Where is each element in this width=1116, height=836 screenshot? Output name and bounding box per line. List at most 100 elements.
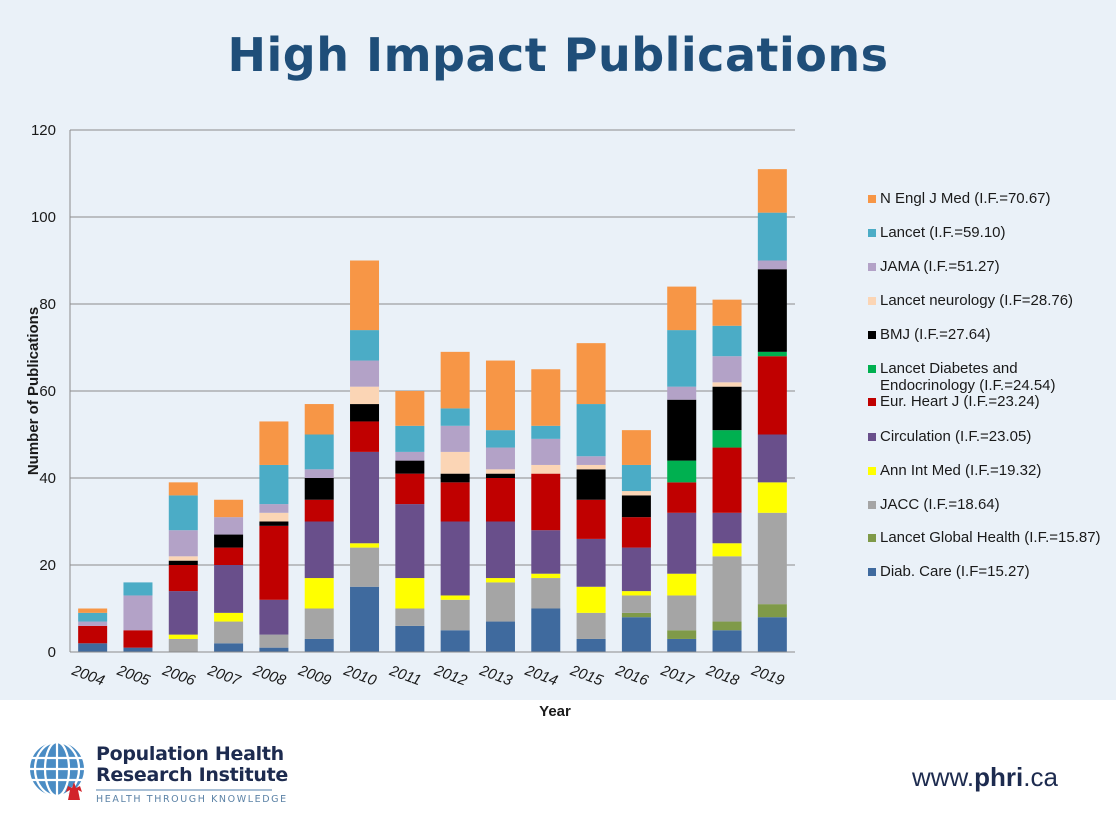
bar-segment	[168, 556, 198, 561]
bar-segment	[440, 630, 470, 652]
legend-item: Lancet neurology (I.F=28.76)	[868, 292, 1073, 309]
bar-segment	[621, 517, 651, 548]
bar-segment	[168, 495, 198, 531]
bar-segment	[576, 586, 606, 613]
legend-item: N Engl J Med (I.F.=70.67)	[868, 190, 1051, 207]
legend-label: Lancet (I.F.=59.10)	[880, 224, 1006, 241]
bar-segment	[531, 578, 561, 609]
bar-segment	[350, 421, 380, 452]
bar-segment	[667, 512, 697, 574]
bar-segment	[214, 547, 244, 565]
bar-segment	[667, 386, 697, 400]
bar-segment	[259, 421, 289, 465]
legend-label: Eur. Heart J (I.F.=23.24)	[880, 393, 1040, 410]
legend-label: Circulation (I.F.=23.05)	[880, 428, 1032, 445]
bar-segment	[350, 586, 380, 652]
bar-segment	[123, 630, 153, 648]
bar-segment	[712, 356, 742, 383]
bar-segment	[78, 643, 108, 652]
url-prefix: www.	[912, 762, 975, 792]
bar-segment	[485, 469, 515, 474]
bar-segment	[440, 425, 470, 452]
legend-swatch	[868, 331, 876, 339]
legend-swatch	[868, 263, 876, 271]
legend-item: Lancet (I.F.=59.10)	[868, 224, 1006, 241]
bar-segment	[304, 578, 334, 609]
bar-segment	[531, 425, 561, 439]
org-logo-text: Population Health Research Institute HEA…	[96, 744, 288, 805]
bar-segment	[667, 482, 697, 513]
legend-label: Diab. Care (I.F=15.27)	[880, 563, 1030, 580]
bar-segment	[214, 499, 244, 518]
bar-segment	[440, 451, 470, 474]
bar-segment	[214, 612, 244, 622]
bar-segment	[712, 630, 742, 652]
legend-swatch	[868, 229, 876, 237]
bar-segment	[712, 512, 742, 544]
legend-item: Lancet Global Health (I.F.=15.87)	[868, 529, 1101, 546]
x-tick-label: 2009	[295, 662, 334, 690]
bar-segment	[123, 647, 153, 652]
x-tick-label: 2012	[431, 662, 470, 690]
x-tick-label: 2007	[205, 662, 244, 690]
bar-segment	[304, 478, 334, 500]
x-tick-label: 2014	[522, 662, 560, 690]
bar-segment	[757, 482, 787, 513]
legend-item: Lancet Diabetes and Endocrinology (I.F.=…	[868, 360, 1090, 394]
bar-segment	[440, 408, 470, 426]
url-suffix: .ca	[1023, 762, 1058, 792]
y-tick-label: 80	[39, 296, 56, 313]
bar-segment	[395, 451, 425, 461]
x-tick-label: 2017	[658, 662, 697, 690]
bar-segment	[621, 612, 651, 618]
bar-segment	[395, 625, 425, 652]
bar-segment	[259, 634, 289, 648]
bar-segment	[757, 351, 787, 357]
bar-segment	[576, 464, 606, 470]
bar-segment	[621, 595, 651, 613]
org-tagline: HEALTH THROUGH KNOWLEDGE	[96, 794, 288, 805]
bar-segment	[259, 647, 289, 652]
x-tick-label: 2005	[114, 662, 153, 690]
legend-swatch	[868, 365, 876, 373]
bar-segment	[485, 430, 515, 448]
bar-segment	[168, 530, 198, 557]
x-tick-label: 2019	[748, 662, 787, 690]
y-tick-label: 20	[39, 557, 56, 574]
bar-segment	[757, 356, 787, 435]
legend-swatch	[868, 398, 876, 406]
bar-segment	[621, 495, 651, 518]
bar-segment	[621, 430, 651, 465]
bar-segment	[440, 482, 470, 522]
legend-swatch	[868, 433, 876, 441]
legend-label: Lancet neurology (I.F=28.76)	[880, 292, 1074, 309]
bar-segment	[531, 473, 561, 531]
bar-segment	[350, 547, 380, 587]
bar-segment	[667, 399, 697, 461]
bar-segment	[621, 617, 651, 652]
bar-segment	[531, 438, 561, 465]
bar-segment	[576, 638, 606, 652]
bar-segment	[667, 460, 697, 483]
bar-segment	[395, 504, 425, 579]
y-tick-label: 120	[31, 122, 56, 139]
bar-segment	[78, 625, 108, 644]
x-tick-label: 2018	[703, 662, 742, 690]
bar-segment	[485, 478, 515, 522]
bar-segment	[168, 634, 198, 639]
bar-segment	[712, 543, 742, 557]
bar-segment	[712, 382, 742, 387]
bar-segment	[350, 404, 380, 422]
bar-segment	[667, 286, 697, 331]
slide-title: High Impact Publications	[227, 28, 889, 82]
bar-segment	[485, 360, 515, 431]
bar-segment	[350, 451, 380, 544]
bar-segment	[485, 521, 515, 579]
legend-swatch	[868, 297, 876, 305]
bar-segment	[168, 482, 198, 496]
bar-segment	[440, 521, 470, 596]
bar-segment	[576, 404, 606, 457]
bar-segment	[168, 638, 198, 652]
bar-segment	[712, 430, 742, 448]
